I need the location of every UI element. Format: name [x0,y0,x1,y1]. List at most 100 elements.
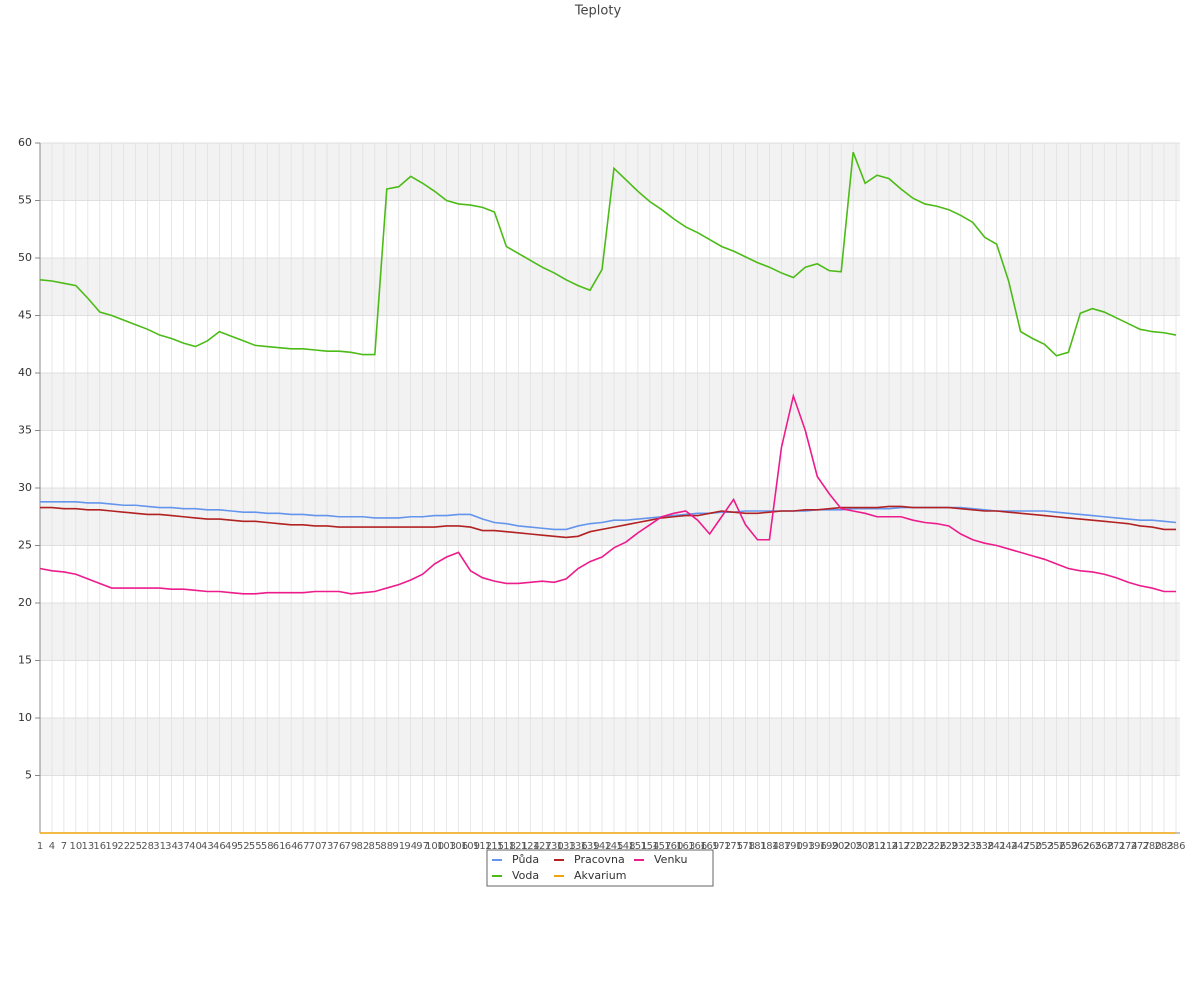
x-tick-label: 121 [509,841,528,852]
x-tick-label: 4 [49,841,55,852]
x-tick-label: 70 [309,841,322,852]
x-tick-label: 64 [285,841,298,852]
y-tick-label: 15 [18,654,32,667]
x-tick-label: 184 [760,841,779,852]
x-tick-label: 226 [927,841,946,852]
x-tick-label: 106 [449,841,468,852]
grid-band [40,488,1180,546]
x-tick-label: 94 [404,841,417,852]
series-line [39,393,1177,595]
x-tick-label: 49 [225,841,238,852]
grid-band [40,603,1180,661]
x-tick-label: 145 [604,841,623,852]
x-tick-label: 139 [581,841,600,852]
x-tick-label: 286 [1166,841,1185,852]
y-tick-label: 25 [18,539,32,552]
x-tick-label: 136 [569,841,588,852]
y-tick-label: 60 [18,136,32,149]
x-tick-label: 25 [129,841,142,852]
legend-label: Pracovna [574,853,625,866]
x-tick-label: 247 [1011,841,1030,852]
legend-label: Půda [512,853,539,866]
y-tick-label: 5 [25,769,32,782]
y-tick-label: 45 [18,309,32,322]
x-tick-label: 103 [437,841,456,852]
y-tick-label: 20 [18,596,32,609]
x-tick-label: 82 [356,841,369,852]
x-tick-label: 217 [891,841,910,852]
x-tick-label: 31 [153,841,166,852]
x-tick-label: 274 [1119,841,1138,852]
y-tick-label: 55 [18,194,32,207]
x-tick-label: 151 [628,841,647,852]
x-tick-label: 202 [832,841,851,852]
x-tick-label: 16 [93,841,106,852]
x-tick-label: 229 [939,841,958,852]
x-tick-label: 199 [820,841,839,852]
x-tick-label: 268 [1095,841,1114,852]
x-tick-label: 67 [297,841,310,852]
x-tick-label: 157 [652,841,671,852]
x-tick-label: 142 [592,841,611,852]
x-tick-label: 1 [37,841,43,852]
legend-label: Voda [512,869,539,882]
x-tick-label: 214 [879,841,898,852]
x-tick-label: 46 [213,841,226,852]
x-tick-label: 154 [640,841,659,852]
x-tick-label: 118 [497,841,516,852]
x-tick-label: 271 [1107,841,1126,852]
x-tick-label: 37 [177,841,190,852]
x-tick-label: 127 [533,841,552,852]
y-tick-label: 35 [18,424,32,437]
y-tick-label: 30 [18,481,32,494]
x-tick-label: 73 [321,841,334,852]
x-tick-label: 163 [676,841,695,852]
x-tick-label: 55 [249,841,262,852]
x-tick-label: 172 [712,841,731,852]
x-tick-label: 52 [237,841,250,852]
x-tick-label: 283 [1155,841,1174,852]
x-tick-label: 190 [784,841,803,852]
x-tick-label: 253 [1035,841,1054,852]
x-tick-label: 244 [999,841,1018,852]
grid-band [40,718,1180,776]
grid-band [40,373,1180,431]
x-tick-label: 76 [333,841,346,852]
x-tick-label: 97 [416,841,429,852]
x-tick-label: 160 [664,841,683,852]
y-tick-label: 40 [18,366,32,379]
x-tick-label: 43 [201,841,214,852]
x-tick-label: 205 [844,841,863,852]
grid-band [40,258,1180,316]
legend-box [486,849,714,887]
x-tick-label: 232 [951,841,970,852]
x-tick-label: 61 [273,841,286,852]
x-tick-label: 181 [748,841,767,852]
x-tick-label: 250 [1023,841,1042,852]
x-tick-label: 112 [473,841,492,852]
x-tick-label: 91 [392,841,405,852]
x-tick-label: 13 [81,841,94,852]
x-tick-label: 19 [105,841,118,852]
y-tick-label: 50 [18,251,32,264]
x-tick-label: 262 [1071,841,1090,852]
x-tick-label: 175 [724,841,743,852]
x-tick-label: 85 [368,841,381,852]
x-tick-label: 277 [1131,841,1150,852]
x-tick-label: 256 [1047,841,1066,852]
grid-band [40,143,1180,201]
x-tick-label: 208 [856,841,875,852]
x-tick-label: 169 [700,841,719,852]
x-tick-label: 10 [70,841,83,852]
x-tick-label: 40 [189,841,202,852]
x-tick-label: 238 [975,841,994,852]
x-tick-label: 133 [557,841,576,852]
x-tick-label: 22 [117,841,130,852]
x-tick-label: 259 [1059,841,1078,852]
x-tick-label: 148 [616,841,635,852]
x-tick-label: 196 [808,841,827,852]
x-tick-label: 178 [736,841,755,852]
x-tick-label: 223 [915,841,934,852]
